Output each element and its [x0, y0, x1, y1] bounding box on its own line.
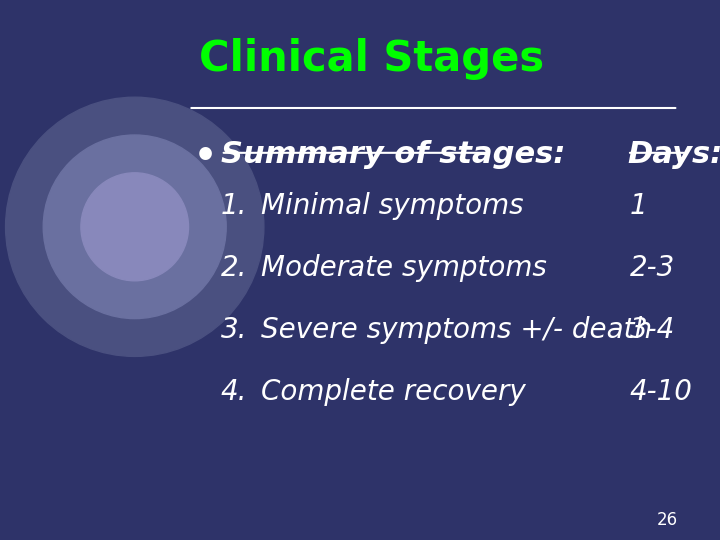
Text: Summary of stages:: Summary of stages: — [221, 140, 565, 170]
Text: Moderate symptoms: Moderate symptoms — [261, 254, 547, 282]
Text: 1.: 1. — [221, 192, 247, 220]
Text: Clinical Stages: Clinical Stages — [199, 38, 544, 80]
Text: Minimal symptoms: Minimal symptoms — [261, 192, 524, 220]
Text: 2.: 2. — [221, 254, 247, 282]
Text: 3.: 3. — [221, 316, 247, 344]
Text: Complete recovery: Complete recovery — [261, 378, 526, 406]
Text: Days:: Days: — [627, 140, 720, 170]
Circle shape — [6, 97, 264, 356]
Circle shape — [81, 173, 189, 281]
Circle shape — [43, 135, 226, 319]
Text: 1: 1 — [630, 192, 647, 220]
Text: 26: 26 — [657, 511, 678, 529]
Text: Severe symptoms +/- death: Severe symptoms +/- death — [261, 316, 652, 344]
Text: •: • — [194, 140, 217, 174]
Text: 4-10: 4-10 — [630, 378, 693, 406]
Text: 4.: 4. — [221, 378, 247, 406]
Text: 3-4: 3-4 — [630, 316, 675, 344]
Text: 2-3: 2-3 — [630, 254, 675, 282]
